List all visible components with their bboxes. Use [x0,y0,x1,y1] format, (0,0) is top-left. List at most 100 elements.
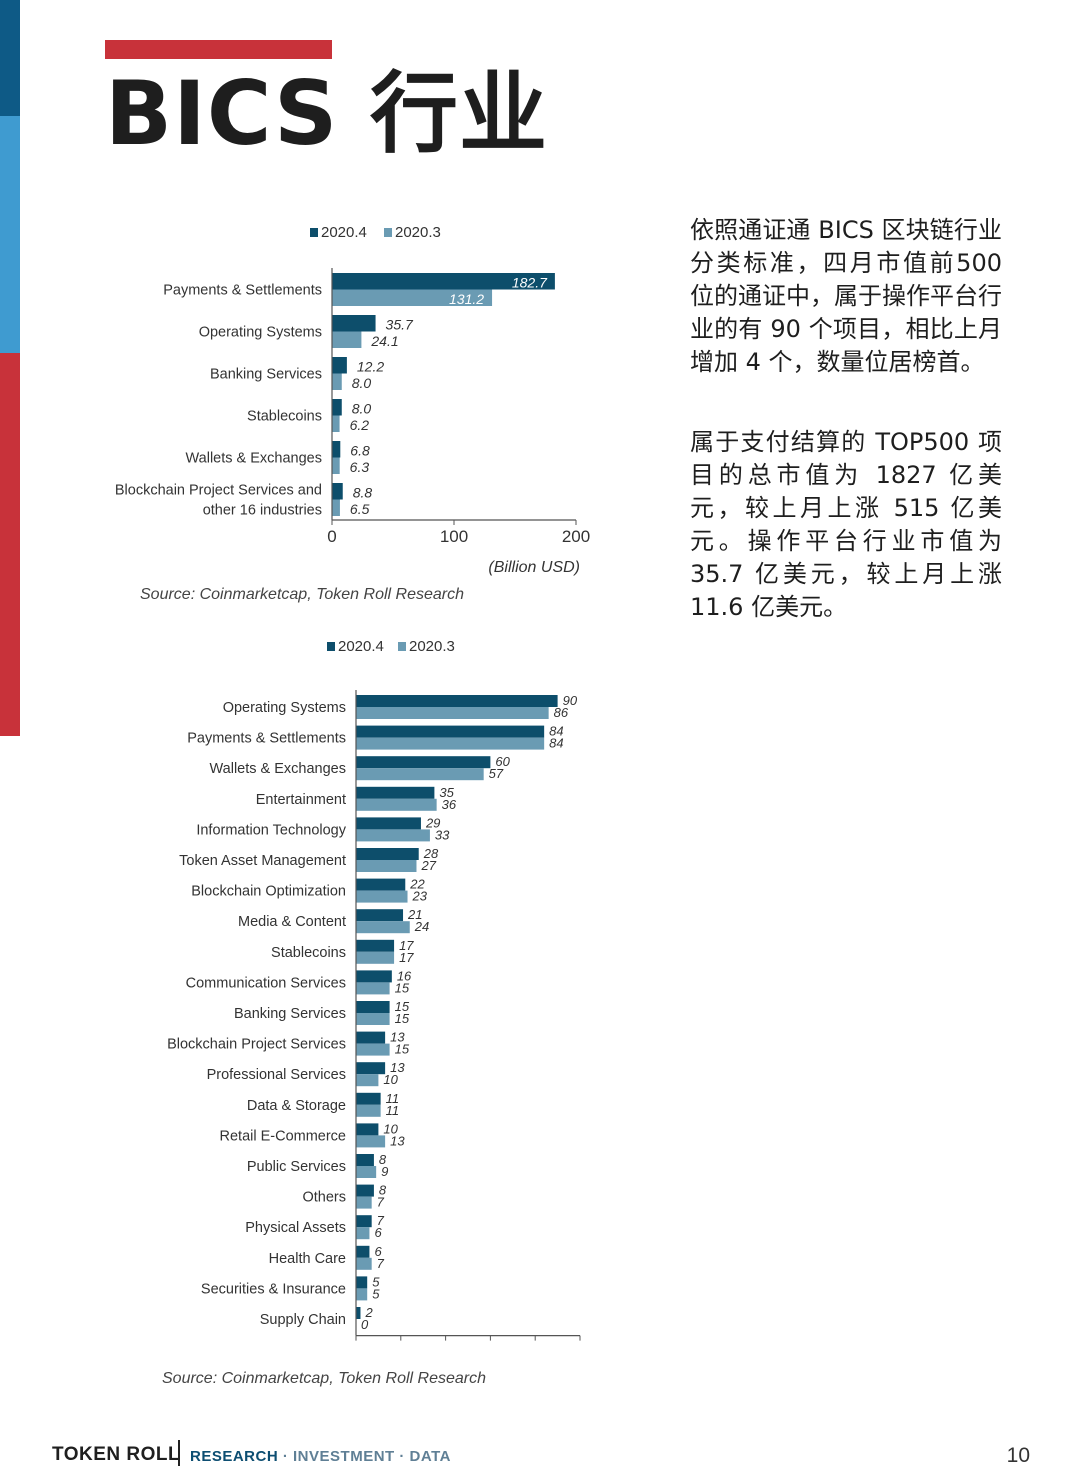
data-label-2020.4: 60 [495,754,510,769]
summary-paragraph-1: 依照通证通 BICS 区块链行业分类标准，四月市值前500 位的通证中，属于操作… [690,216,1002,376]
category-label: Wallets & Exchanges [186,451,322,467]
data-label-2020.4: 2 [364,1305,373,1320]
data-label-2020.4: 28 [423,846,439,861]
data-label-2020.4: 22 [409,877,425,892]
category-label: Banking Services [210,367,322,383]
legend-swatch-2020.3 [384,228,392,237]
side-accent-navy [0,0,20,116]
data-label-2020.3: 11 [386,1103,400,1118]
data-label-2020.3: 6 [374,1225,382,1240]
data-label-2020.3: 27 [420,858,436,873]
category-label: Retail E-Commerce [220,1128,347,1144]
data-label-2020.4: 17 [399,938,414,953]
footer-tagline-rest: · INVESTMENT · DATA [278,1448,451,1465]
data-label-2020.4: 5 [372,1274,380,1289]
footer-research: RESEARCH [190,1448,279,1465]
data-label-2020.4: 8 [379,1183,387,1198]
data-label-2020.4: 90 [563,693,578,708]
category-label: Stablecoins [247,409,322,425]
chart-source: Source: Coinmarketcap, Token Roll Resear… [162,1370,486,1387]
legend-swatch-2020.4 [327,642,335,651]
x-tick-label: 100 [440,527,468,546]
footer-tagline: RESEARCH · INVESTMENT · DATA [190,1448,451,1465]
bar-2020.3 [356,1288,368,1301]
bar-2020.3 [356,1135,386,1148]
bar-2020.4 [332,441,341,458]
bar-2020.3 [356,737,545,750]
footer-brand: TOKEN ROLL [52,1444,181,1465]
data-label-2020.4: 11 [386,1091,400,1106]
data-label-2020.3: 17 [399,950,414,965]
page-title: BICS 行业 [105,62,549,165]
title-accent-bar [105,40,332,59]
category-label: Information Technology [196,822,346,838]
bar-2020.4 [356,786,435,799]
data-label-2020.4: 6.8 [350,443,370,459]
x-axis-label: (Billion USD) [488,559,580,576]
data-label-2020.3: 36 [442,797,457,812]
bar-2020.3 [356,921,410,934]
bar-2020.4 [356,848,419,860]
bar-2020.3 [356,860,417,872]
data-label-2020.3: 23 [412,889,428,904]
data-label-2020.3: 57 [489,766,504,781]
bar-2020.4 [356,1245,370,1258]
data-label-2020.3: 15 [395,980,410,995]
bar-2020.4 [356,970,392,983]
bar-2020.4 [356,1154,374,1166]
bar-2020.3 [356,1074,379,1087]
bar-2020.3 [332,331,362,348]
bar-2020.3 [332,457,340,474]
category-label: Health Care [269,1251,346,1267]
data-label-2020.3: 7 [377,1195,385,1210]
bar-2020.3 [356,1013,390,1025]
bar-2020.3 [356,829,430,842]
bar-2020.4 [356,1276,368,1289]
bar-2020.3 [356,951,395,964]
category-label: Operating Systems [199,325,322,341]
data-label-2020.3: 0 [361,1317,369,1332]
data-label-2020.4: 8.8 [353,485,373,501]
bar-2020.3 [356,707,549,719]
data-label-2020.4: 8.0 [352,401,372,417]
data-label-2020.3: 15 [395,1042,410,1057]
bar-2020.3 [356,982,390,995]
bar-2020.4 [356,909,404,922]
data-label-2020.4: 10 [383,1121,398,1136]
legend-swatch-2020.3 [398,642,406,651]
bar-2020.4 [332,399,342,416]
data-label-2020.4: 84 [549,724,563,739]
bar-2020.4 [356,756,491,769]
category-label: Token Asset Management [179,853,346,869]
category-label: Entertainment [256,792,346,808]
data-label-2020.3: 86 [554,705,569,720]
data-label-2020.3: 6.3 [350,459,370,475]
category-label: Blockchain Optimization [191,884,346,900]
category-label: Others [302,1190,346,1206]
bar-2020.3 [332,289,493,306]
category-label: Banking Services [234,1006,346,1022]
bar-2020.4 [356,1062,386,1075]
data-label-2020.3: 5 [372,1286,380,1301]
bar-2020.3 [356,1104,381,1117]
side-accent-red [0,353,20,736]
data-label-2020.4: 21 [407,907,422,922]
category-label: Professional Services [207,1067,346,1083]
x-tick-label: 200 [562,527,590,546]
data-label-2020.4: 15 [395,999,410,1014]
data-label-2020.3: 24 [414,919,429,934]
summary-paragraph-2: 属于支付结算的 TOP500 项目的总市值为 1827 亿美元，较上月上涨 51… [690,428,1002,621]
bar-2020.3 [332,415,340,432]
legend-label-2020.4: 2020.4 [321,224,367,241]
data-label-2020.3: 13 [390,1133,405,1148]
data-label-2020.4: 8 [379,1152,387,1167]
footer-divider [178,1440,180,1466]
legend-label-2020.3: 2020.3 [409,638,455,655]
data-label-2020.3: 6.2 [350,417,370,433]
bar-2020.4 [356,1001,390,1013]
data-label-2020.3: 33 [435,827,450,842]
bar-2020.4 [356,878,406,891]
category-label: Blockchain Project Services and [115,483,322,499]
